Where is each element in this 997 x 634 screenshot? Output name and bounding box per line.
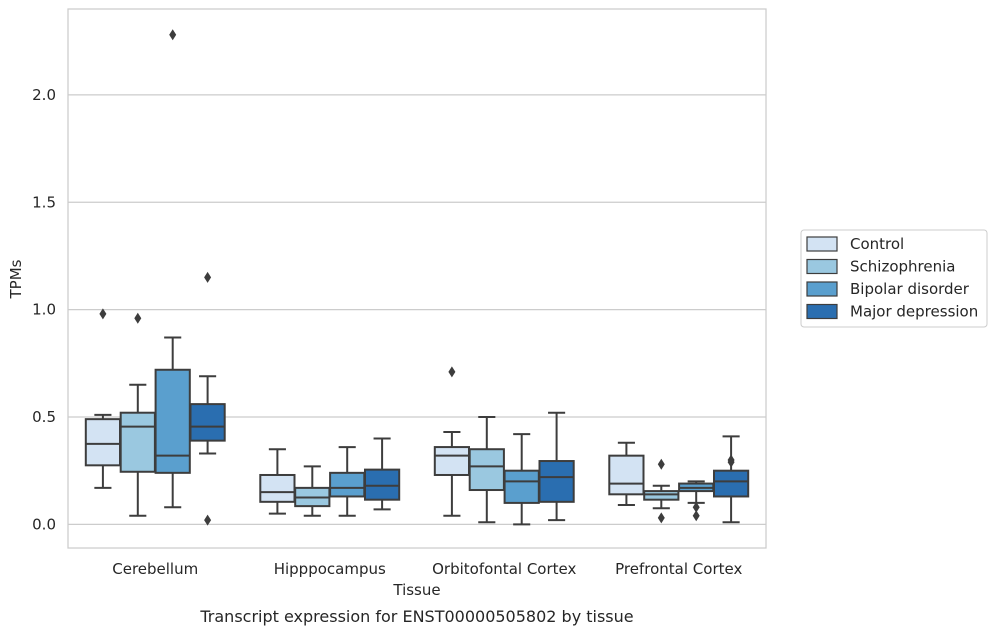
box-bipolar-disorder xyxy=(678,480,715,522)
x-tick-label: Hipppocampus xyxy=(274,560,386,578)
box-schizophrenia xyxy=(294,465,331,517)
box-iqr xyxy=(154,368,191,474)
legend-swatch xyxy=(806,303,838,320)
x-tick-labels: Cerebellum Hipppocampus Orbitofontal Corte… xyxy=(112,560,742,578)
box-control xyxy=(84,308,122,489)
y-axis-label: TPMs xyxy=(7,259,25,299)
box-control xyxy=(259,448,296,515)
outlier-point xyxy=(692,501,700,513)
legend: Control Schizophrenia Bipolar disorder Majo… xyxy=(800,229,988,328)
box-iqr xyxy=(259,473,296,503)
box-major-depression xyxy=(363,437,401,511)
box-control xyxy=(608,441,645,507)
legend-label: Control xyxy=(850,235,904,253)
box-bipolar-disorder xyxy=(154,29,191,509)
box-schizophrenia xyxy=(468,416,505,524)
y-tick-label: 0.0 xyxy=(32,515,56,533)
box-iqr xyxy=(329,471,366,498)
legend-swatch xyxy=(806,258,838,275)
box-iqr xyxy=(119,411,156,473)
y-tick-label: 1.0 xyxy=(32,301,56,319)
legend-label: Schizophrenia xyxy=(850,258,955,276)
boxplot-marks xyxy=(84,29,750,526)
box-major-depression xyxy=(538,411,575,522)
y-tick-label: 0.5 xyxy=(32,408,56,426)
x-tick-label: Cerebellum xyxy=(112,560,198,578)
box-iqr xyxy=(643,490,680,501)
box-iqr xyxy=(363,468,401,501)
outlier-point xyxy=(204,271,212,283)
x-tick-label: Orbitofontal Cortex xyxy=(432,560,576,578)
outlier-point xyxy=(169,29,177,41)
box-major-depression xyxy=(189,271,226,526)
outlier-point xyxy=(657,458,665,470)
x-axis-label: Tissue xyxy=(392,581,440,599)
box-iqr xyxy=(538,460,575,503)
box-major-depression xyxy=(712,435,750,524)
chart-caption: Transcript expression for ENST0000050580… xyxy=(199,607,633,626)
box-iqr xyxy=(84,418,122,467)
x-tick-label: Prefrontal Cortex xyxy=(615,560,742,578)
box-iqr xyxy=(608,454,645,496)
outlier-point xyxy=(657,512,665,524)
outlier-point xyxy=(134,312,142,324)
box-schizophrenia xyxy=(643,458,680,524)
outlier-point xyxy=(99,308,107,320)
box-iqr xyxy=(433,446,471,476)
legend-label: Major depression xyxy=(850,303,978,321)
outlier-point xyxy=(204,514,212,526)
outlier-point xyxy=(692,510,700,522)
legend-swatch xyxy=(806,236,838,252)
y-tick-labels: 0.0 0.5 1.0 1.5 2.0 xyxy=(32,86,56,533)
legend-label: Bipolar disorder xyxy=(850,280,970,298)
box-bipolar-disorder xyxy=(503,433,540,526)
box-schizophrenia xyxy=(119,312,156,517)
box-bipolar-disorder xyxy=(329,446,366,517)
outlier-point xyxy=(727,456,735,468)
box-iqr xyxy=(468,448,505,492)
box-iqr xyxy=(712,469,750,498)
y-tick-label: 2.0 xyxy=(32,86,56,104)
legend-swatch xyxy=(806,281,838,297)
y-tick-label: 1.5 xyxy=(32,193,56,211)
box-iqr xyxy=(189,403,226,442)
box-control xyxy=(433,366,471,517)
legend-frame xyxy=(800,229,988,328)
outlier-point xyxy=(448,366,456,378)
box-iqr xyxy=(503,469,540,504)
plot-frame xyxy=(67,8,767,549)
